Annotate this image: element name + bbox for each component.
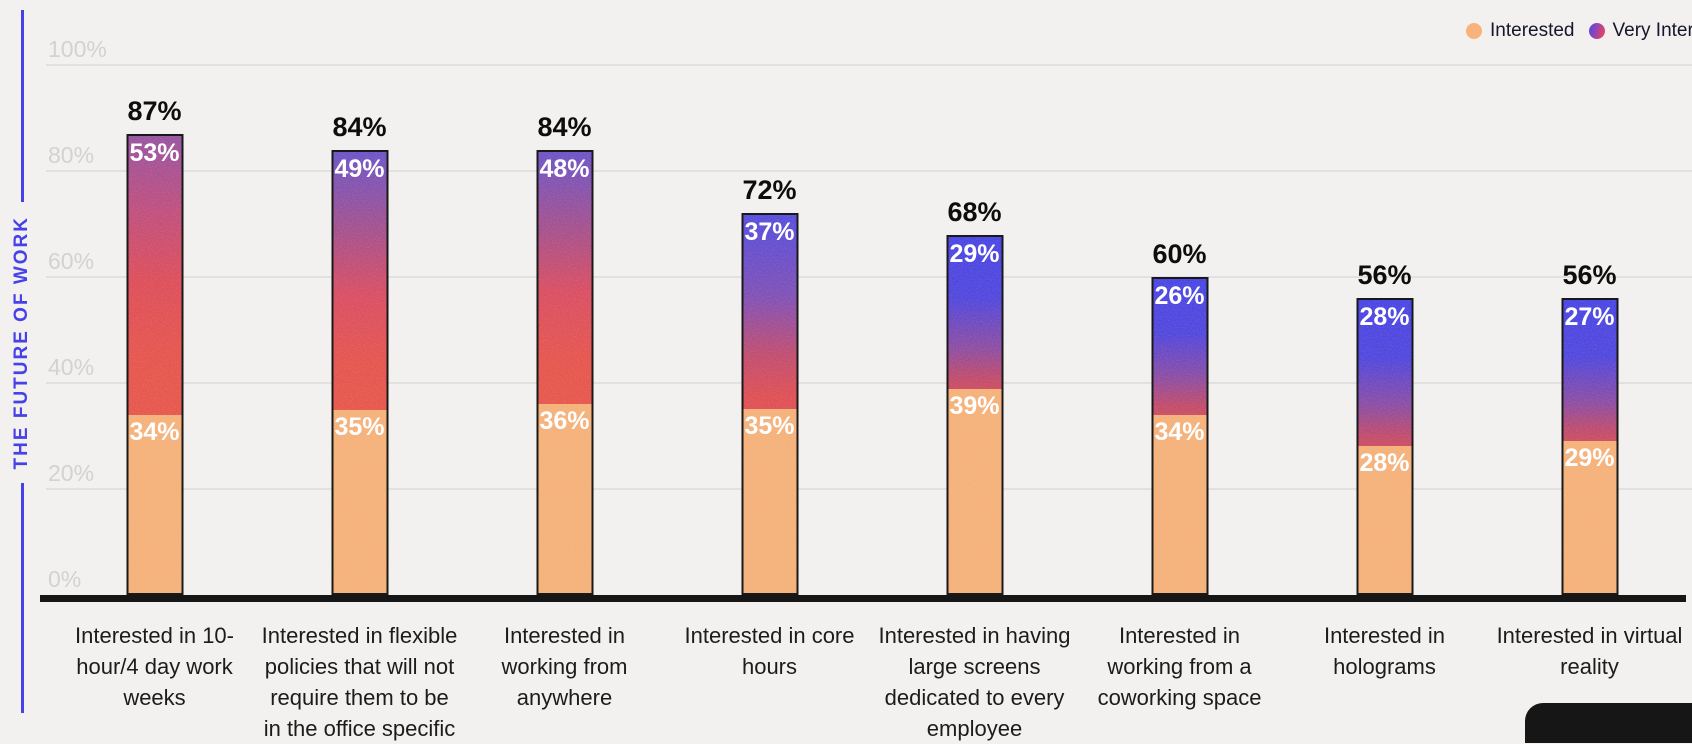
stacked-bar: 29% 39%	[946, 235, 1003, 595]
bottom-right-corner-shape	[1525, 703, 1692, 743]
bar-total-label: 56%	[1357, 260, 1411, 291]
segment-interested: 34%	[128, 415, 181, 593]
category-label-line: Interested in virtual	[1467, 620, 1692, 651]
stacked-bar: 27% 29%	[1561, 298, 1618, 595]
chart-title: THE FUTURE OF WORK	[11, 216, 33, 469]
very-interested-value-label: 48%	[538, 155, 591, 184]
category-label-line: reality	[1467, 651, 1692, 682]
bar-total-label: 68%	[947, 197, 1001, 228]
category-label-line: anywhere	[442, 682, 688, 713]
interested-value-label: 28%	[1358, 449, 1411, 478]
segment-interested: 35%	[333, 410, 386, 593]
rail-line-bottom	[21, 483, 24, 713]
segment-interested: 39%	[948, 389, 1001, 593]
bar-total-label: 84%	[537, 112, 591, 143]
plot-area: 87%53%34%Interested in 10-hour/4 day wor…	[52, 0, 1692, 713]
grain-texture	[538, 152, 591, 404]
interested-value-label: 39%	[948, 392, 1001, 421]
grain-texture	[128, 136, 181, 415]
x-axis-baseline	[40, 595, 1686, 602]
interested-value-label: 34%	[128, 418, 181, 447]
bar-total-label: 87%	[127, 96, 181, 127]
rail-line-top	[21, 10, 24, 202]
interested-value-label: 34%	[1153, 418, 1206, 447]
stacked-bar: 49% 35%	[331, 150, 388, 595]
segment-very-interested: 37%	[743, 215, 796, 409]
segment-very-interested: 28%	[1358, 300, 1411, 446]
segment-interested: 34%	[1153, 415, 1206, 593]
stacked-bar: 48% 36%	[536, 150, 593, 595]
segment-very-interested: 26%	[1153, 279, 1206, 415]
segment-interested: 28%	[1358, 446, 1411, 593]
stacked-bar: 28% 28%	[1356, 298, 1413, 595]
stacked-bar: 26% 34%	[1151, 277, 1208, 595]
segment-very-interested: 27%	[1563, 300, 1616, 441]
segment-interested: 29%	[1563, 441, 1616, 593]
very-interested-value-label: 27%	[1563, 303, 1616, 332]
future-of-work-chart-page: { "page": { "background": "#f2f1ef" }, "…	[0, 0, 1692, 713]
interested-value-label: 36%	[538, 407, 591, 436]
interested-value-label: 29%	[1563, 444, 1616, 473]
bar-column-1: 87%53%34%Interested in 10-hour/4 day wor…	[52, 0, 257, 713]
very-interested-value-label: 53%	[128, 139, 181, 168]
bar-total-label: 56%	[1562, 260, 1616, 291]
segment-interested: 35%	[743, 409, 796, 593]
very-interested-value-label: 37%	[743, 218, 796, 247]
stacked-bar: 37% 35%	[741, 213, 798, 595]
segment-very-interested: 29%	[948, 237, 1001, 389]
category-label-line: employee	[852, 713, 1098, 744]
very-interested-value-label: 28%	[1358, 303, 1411, 332]
stacked-bar: 53% 34%	[126, 134, 183, 595]
segment-very-interested: 53%	[128, 136, 181, 415]
segment-very-interested: 49%	[333, 152, 386, 410]
segment-interested: 36%	[538, 404, 591, 593]
bar-total-label: 60%	[1152, 239, 1206, 270]
segment-very-interested: 48%	[538, 152, 591, 404]
left-title-rail: THE FUTURE OF WORK	[8, 0, 36, 713]
bar-total-label: 84%	[332, 112, 386, 143]
very-interested-value-label: 26%	[1153, 282, 1206, 311]
category-label-line: coworking space	[1057, 682, 1303, 713]
very-interested-value-label: 29%	[948, 240, 1001, 269]
category-label-line: in the office specific	[237, 713, 483, 744]
very-interested-value-label: 49%	[333, 155, 386, 184]
interested-value-label: 35%	[333, 413, 386, 442]
interested-value-label: 35%	[743, 412, 796, 441]
grain-texture	[333, 152, 386, 410]
bar-total-label: 72%	[742, 175, 796, 206]
